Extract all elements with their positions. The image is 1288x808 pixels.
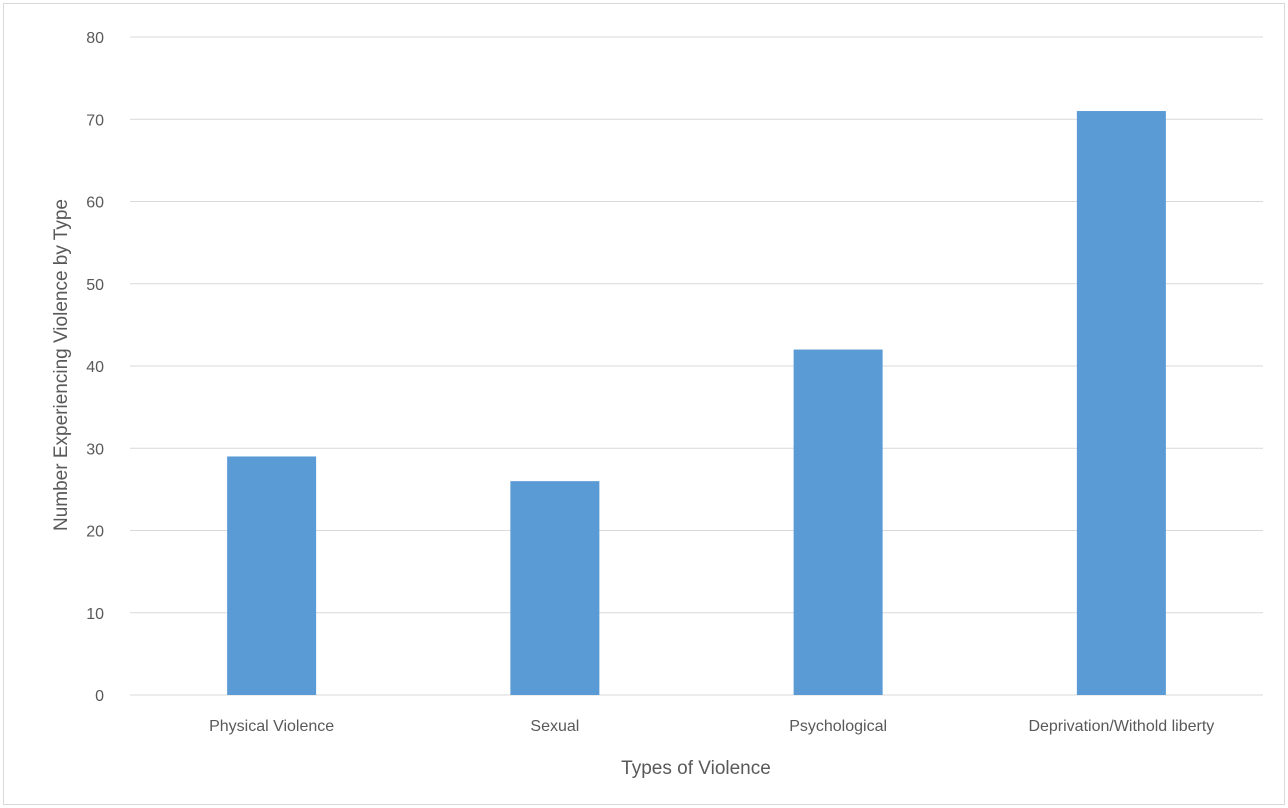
x-axis-label: Types of Violence — [621, 758, 771, 779]
y-tick-label: 20 — [86, 524, 104, 541]
x-axis-ticks: Physical Violence Sexual Psychological Depr… — [209, 718, 1214, 735]
gridlines — [130, 36, 1263, 696]
y-tick-label: 70 — [86, 112, 104, 129]
y-axis-label: Number Experiencing Violence by Type — [51, 199, 72, 531]
bar — [510, 481, 600, 695]
y-tick-label: 80 — [86, 30, 104, 47]
x-tick-label: Sexual — [530, 718, 579, 735]
y-tick-label: 50 — [86, 277, 104, 294]
y-tick-label: 0 — [95, 688, 104, 705]
y-tick-label: 30 — [86, 441, 104, 458]
y-tick-label: 10 — [86, 606, 104, 623]
y-tick-label: 60 — [86, 195, 104, 212]
x-tick-label: Psychological — [789, 718, 887, 735]
x-tick-label: Deprivation/Withold liberty — [1028, 718, 1214, 735]
y-axis-ticks: 0 10 20 30 40 50 60 70 80 — [86, 30, 104, 705]
bar — [1076, 111, 1166, 695]
y-tick-label: 40 — [86, 359, 104, 376]
bar — [793, 349, 883, 695]
bars — [227, 111, 1166, 695]
chart-frame — [3, 3, 1285, 805]
bar — [227, 456, 317, 695]
x-tick-label: Physical Violence — [209, 718, 334, 735]
